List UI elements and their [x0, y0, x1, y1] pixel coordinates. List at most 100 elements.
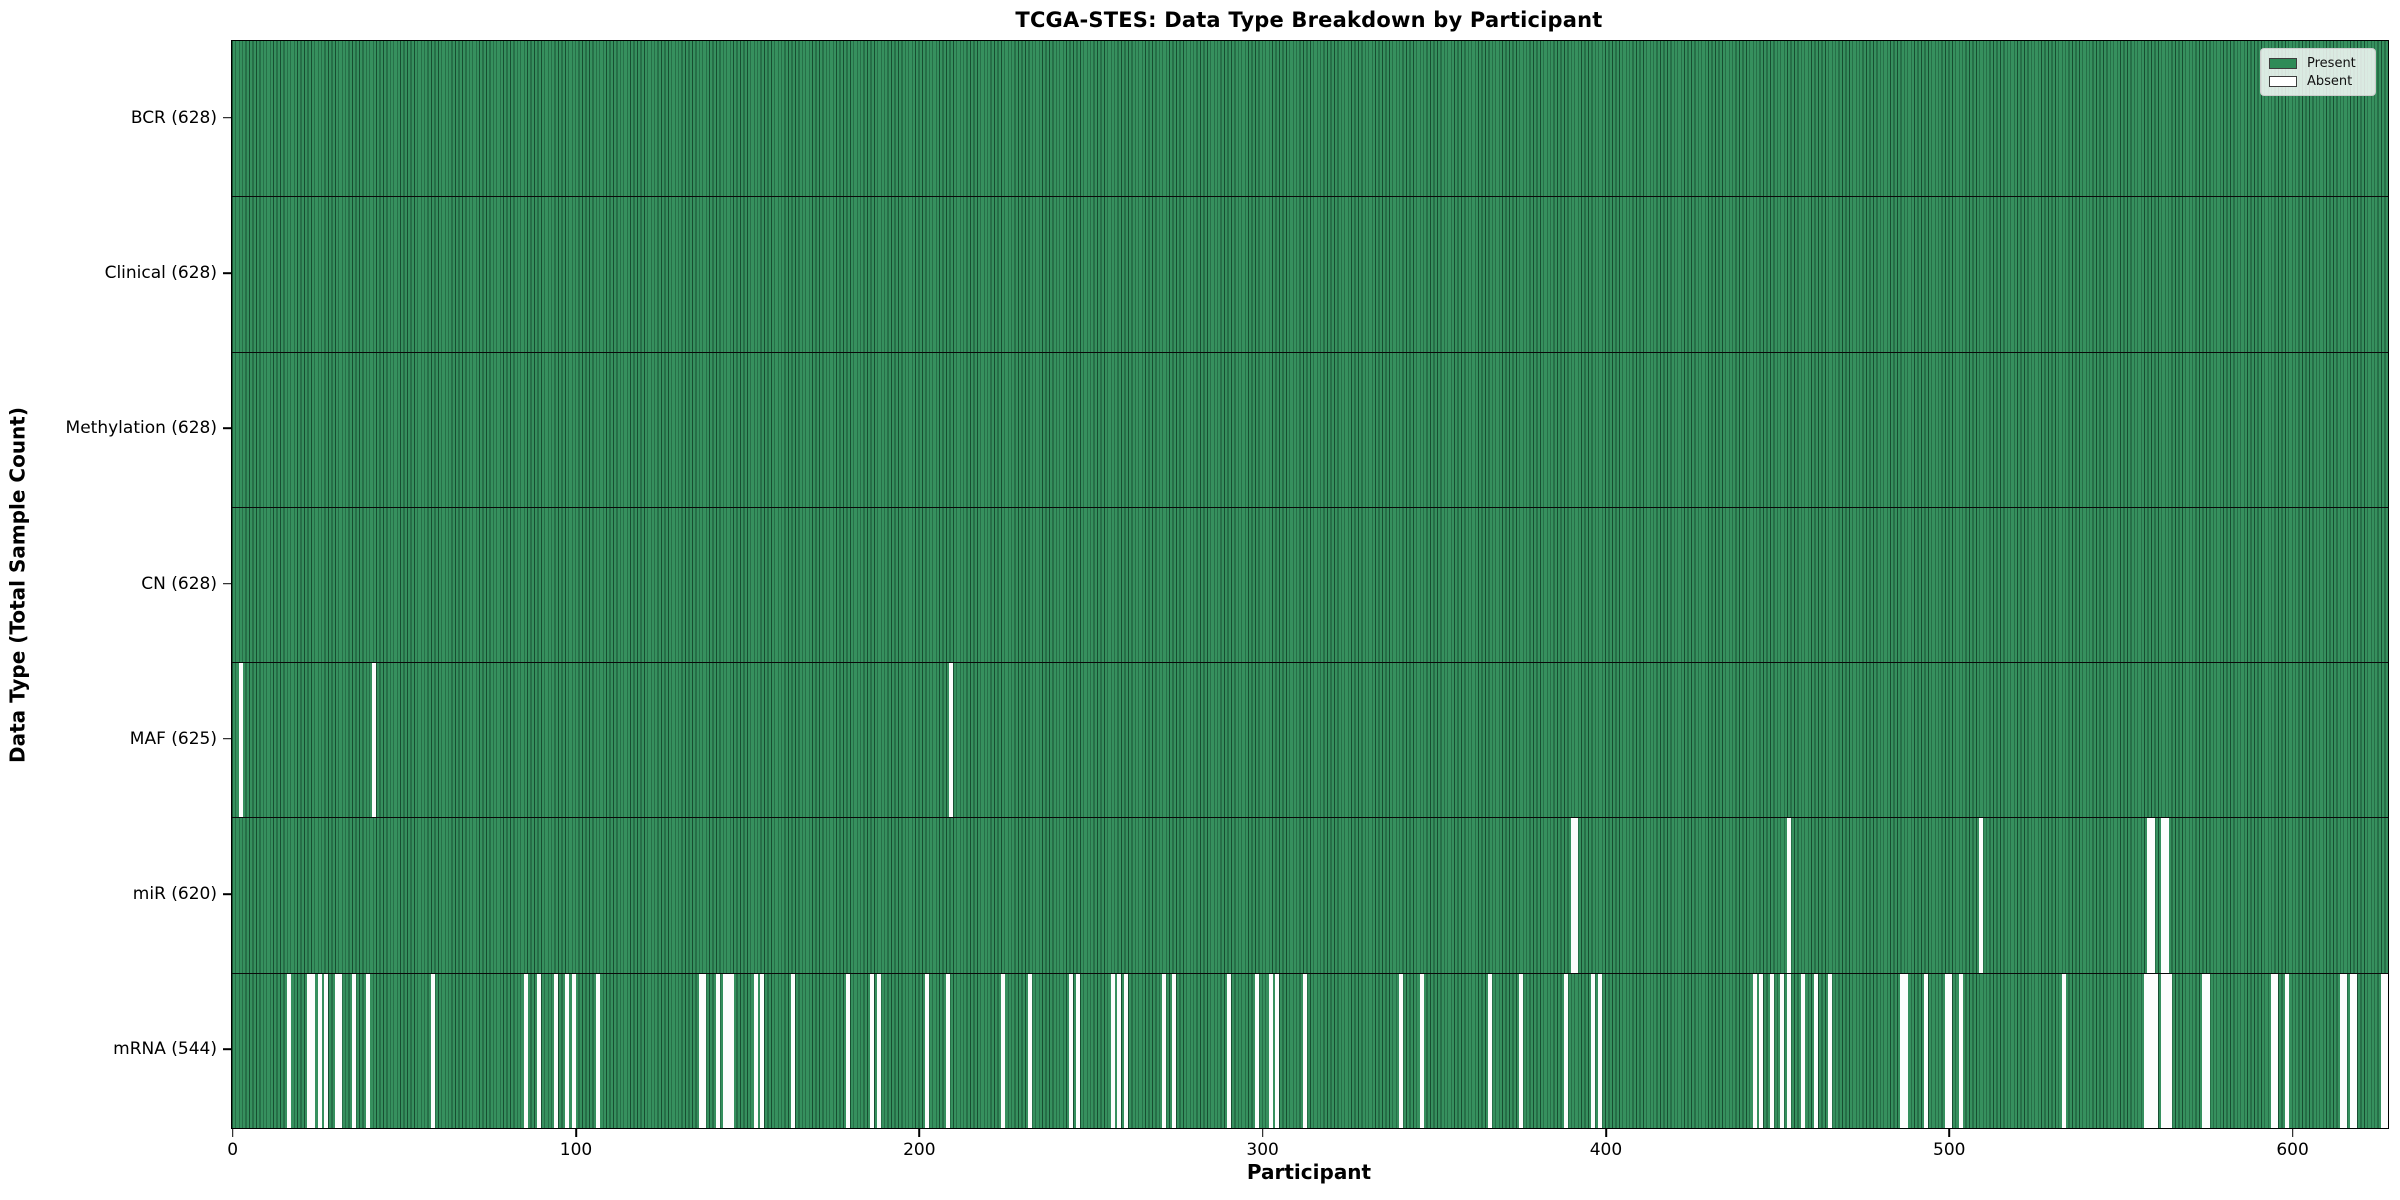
absent-gap-mRNA-163	[791, 973, 796, 1128]
absent-gap-mRNA-290	[1227, 973, 1232, 1128]
row-band-miR	[232, 817, 2388, 973]
absent-gap-mRNA-451	[1780, 973, 1785, 1128]
x-tick-label-400: 400	[1589, 1140, 1623, 1160]
absent-gap-miR-559	[2150, 818, 2155, 973]
absent-gap-mRNA-499	[1944, 973, 1949, 1128]
y-tick-label-miR: miR (620)	[132, 884, 217, 905]
absent-gap-mRNA-366	[1488, 973, 1493, 1128]
row-band-mRNA	[232, 972, 2389, 1128]
absent-gap-mRNA-457	[1800, 973, 1805, 1128]
absent-gap-mRNA-627	[2384, 973, 2389, 1128]
absent-gap-mRNA-94	[554, 973, 559, 1128]
absent-gap-mRNA-598	[2284, 973, 2289, 1128]
absent-gap-mRNA-500	[1948, 973, 1953, 1128]
absent-gap-mRNA-503	[1958, 973, 1963, 1128]
absent-gap-miR-509	[1979, 818, 1984, 973]
absent-gap-mRNA-154	[760, 973, 765, 1128]
y-tick-mark	[223, 893, 231, 895]
x-tick-label-500: 500	[1933, 1140, 1966, 1160]
y-tick-mark	[223, 272, 231, 274]
absent-gap-miR-558	[2147, 818, 2152, 973]
absent-gap-mRNA-89	[537, 973, 542, 1128]
absent-gap-mRNA-202	[925, 973, 930, 1128]
absent-gap-mRNA-559	[2150, 973, 2155, 1128]
absent-gap-mRNA-232	[1028, 973, 1033, 1128]
absent-gap-mRNA-453	[1786, 973, 1791, 1128]
absent-gap-mRNA-558	[2147, 973, 2152, 1128]
x-axis-label: Participant	[1246, 1160, 1372, 1184]
chart-title: TCGA-STES: Data Type Breakdown by Partic…	[1015, 8, 1603, 32]
absent-gap-mRNA-258	[1117, 973, 1122, 1128]
absent-gap-mRNA-23	[310, 973, 315, 1128]
absent-gap-mRNA-486	[1900, 973, 1905, 1128]
absent-gap-mRNA-557	[2143, 973, 2148, 1128]
absent-gap-mRNA-563	[2164, 973, 2169, 1128]
absent-gap-mRNA-188	[877, 973, 882, 1128]
row-band-Methylation	[232, 351, 2388, 507]
absent-gap-miR-562	[2161, 818, 2166, 973]
absent-gap-mRNA-244	[1069, 973, 1074, 1128]
legend-swatch-present-icon	[2269, 57, 2297, 69]
absent-gap-mRNA-564	[2167, 973, 2172, 1128]
absent-gap-mRNA-533	[2061, 973, 2066, 1128]
y-tick-mark	[223, 1048, 231, 1051]
plot-area: Present Absent	[231, 40, 2389, 1129]
absent-gap-mRNA-256	[1110, 973, 1115, 1128]
absent-gap-mRNA-493	[1924, 973, 1929, 1128]
absent-gap-MAF-2	[238, 663, 243, 818]
absent-gap-mRNA-30	[334, 973, 339, 1128]
absent-gap-mRNA-179	[846, 973, 851, 1128]
absent-gap-miR-390	[1570, 818, 1575, 973]
absent-gap-mRNA-186	[870, 973, 875, 1128]
legend-swatch-absent-icon	[2269, 75, 2297, 87]
absent-gap-mRNA-396	[1591, 973, 1596, 1128]
absent-gap-mRNA-617	[2349, 973, 2354, 1128]
absent-gap-miR-391	[1574, 818, 1579, 973]
absent-gap-mRNA-465	[1828, 973, 1833, 1128]
absent-gap-MAF-209	[949, 663, 954, 818]
absent-gap-mRNA-39	[365, 973, 370, 1128]
y-tick-label-mRNA: mRNA (544)	[113, 1039, 217, 1060]
absent-gap-mRNA-443	[1752, 973, 1757, 1128]
absent-gap-mRNA-562	[2161, 973, 2166, 1128]
absent-gap-mRNA-58	[430, 973, 435, 1128]
row-band-BCR	[232, 41, 2388, 197]
row-band-CN	[232, 506, 2388, 663]
absent-gap-mRNA-143	[722, 973, 727, 1128]
x-tick-label-100: 100	[559, 1140, 593, 1160]
y-tick-mark	[223, 427, 231, 429]
absent-gap-mRNA-271	[1162, 973, 1167, 1128]
absent-gap-miR-563	[2164, 818, 2169, 973]
x-tick-label-600: 600	[2276, 1140, 2309, 1160]
x-tick-mark	[575, 1129, 577, 1137]
absent-gap-mRNA-626	[2380, 973, 2385, 1128]
x-tick-mark	[918, 1129, 921, 1137]
legend-entry-present: Present	[2269, 55, 2367, 71]
absent-gap-mRNA-260	[1124, 973, 1129, 1128]
y-tick-label-Methylation: Methylation (628)	[65, 418, 217, 439]
absent-gap-mRNA-461	[1814, 973, 1819, 1128]
absent-gap-mRNA-487	[1903, 973, 1908, 1128]
legend: Present Absent	[2260, 48, 2376, 96]
absent-gap-mRNA-274	[1172, 973, 1177, 1128]
legend-entry-absent: Absent	[2269, 73, 2367, 89]
y-tick-mark	[223, 582, 231, 585]
absent-gap-mRNA-224	[1000, 973, 1005, 1128]
absent-gap-mRNA-302	[1268, 973, 1273, 1128]
absent-gap-mRNA-99	[571, 973, 576, 1128]
row-band-MAF	[232, 662, 2388, 818]
absent-gap-mRNA-574	[2202, 973, 2207, 1128]
absent-gap-mRNA-595	[2274, 973, 2279, 1128]
absent-gap-mRNA-594	[2270, 973, 2275, 1128]
absent-gap-mRNA-246	[1076, 973, 1081, 1128]
absent-gap-mRNA-445	[1759, 973, 1764, 1128]
absent-gap-mRNA-304	[1275, 973, 1280, 1128]
x-tick-label-300: 300	[1246, 1140, 1279, 1160]
absent-gap-mRNA-137	[702, 973, 707, 1128]
absent-gap-mRNA-35	[351, 973, 356, 1128]
x-tick-label-200: 200	[903, 1140, 936, 1160]
absent-gap-mRNA-208	[945, 973, 950, 1128]
x-tick-mark	[1605, 1129, 1607, 1137]
y-tick-mark	[223, 737, 231, 740]
